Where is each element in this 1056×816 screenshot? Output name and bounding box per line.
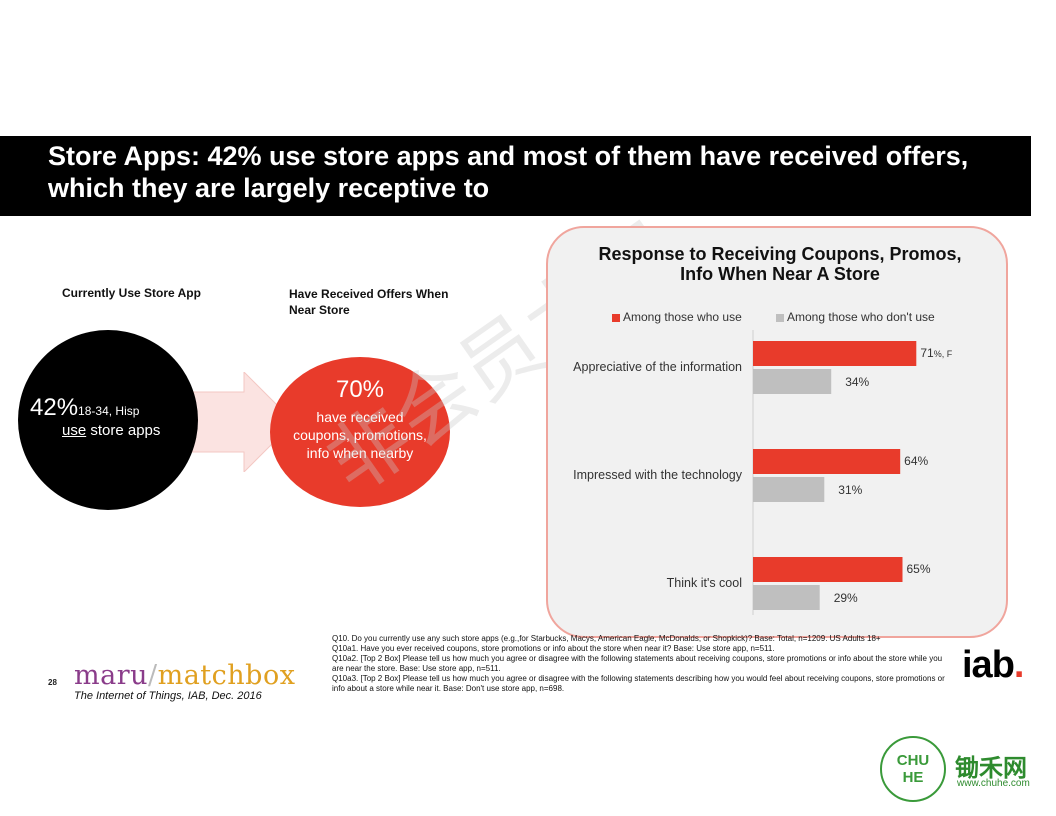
bar-use: [753, 341, 917, 366]
bar-dont-use: [753, 585, 820, 610]
data-label: 64%: [904, 454, 928, 468]
data-label: 29%: [834, 591, 858, 605]
black-circle-rest: store apps: [86, 422, 161, 439]
legend-swatch-dont-use: [776, 313, 784, 322]
bar-use: [753, 449, 901, 474]
chuhe-url: www.chuhe.com: [957, 778, 1030, 789]
data-label: 71%, F: [920, 346, 952, 360]
iab-text: iab: [962, 644, 1015, 686]
logo-slash: /: [148, 660, 158, 691]
black-circle-pct: 42%: [30, 394, 79, 421]
page-number: 28: [48, 678, 57, 687]
bar-dont-use: [753, 369, 832, 394]
chuhe-name: 锄禾网: [955, 755, 1027, 782]
legend-label-dont-use: Among those who don't use: [787, 310, 935, 324]
mid-circle-label: Have Received Offers When Near Store: [289, 287, 449, 317]
left-circle-label: Currently Use Store App: [62, 286, 201, 300]
iab-logo: iab.: [962, 644, 1025, 687]
footnote: Q10a2. [Top 2 Box] Please tell us how mu…: [332, 654, 943, 673]
legend-label-use: Among those who use: [623, 310, 742, 324]
footnote: Q10. Do you currently use any such store…: [332, 634, 881, 643]
category-label: Impressed with the technology: [573, 468, 742, 482]
legend-item-use: Among those who use: [612, 310, 742, 324]
data-label: 34%: [845, 375, 869, 389]
data-label: 65%: [906, 562, 930, 576]
legend-swatch-use: [612, 313, 620, 322]
bar-use: [753, 557, 903, 582]
data-label: 31%: [838, 483, 862, 497]
title-bar: [0, 136, 1031, 216]
black-circle-sub: 18-34, Hisp: [78, 404, 140, 418]
chuhe-seal-icon: [880, 736, 946, 802]
source-citation: The Internet of Things, IAB, Dec. 2016: [74, 690, 262, 702]
bar-chart: 71%, F 34% 64% 31% 65% 29%: [752, 330, 953, 615]
legend-item-dont-use: Among those who don't use: [776, 310, 935, 324]
black-circle-text: 42%18-34, Hisp use store apps: [30, 394, 190, 439]
logo-matchbox-text: matchbox: [157, 660, 296, 691]
red-circle-desc: have received coupons, promotions, info …: [293, 409, 427, 461]
arrow-right-icon: [186, 372, 295, 472]
footnote: Q10a1. Have you ever received coupons, s…: [332, 644, 775, 653]
red-circle-pct: 70%: [335, 376, 385, 403]
category-label: Appreciative of the information: [573, 360, 742, 374]
category-label: Think it's cool: [666, 576, 742, 590]
black-circle-use: use: [62, 422, 87, 439]
black-circle: [18, 330, 198, 510]
maru-matchbox-logo: maru/matchbox: [74, 660, 295, 691]
logo-maru-text: maru: [74, 660, 148, 691]
slide-title: Store Apps: 42% use store apps and most …: [48, 141, 969, 203]
footnote: Q10a3. [Top 2 Box] Please tell us how mu…: [332, 674, 945, 693]
iab-dot: .: [1013, 644, 1025, 686]
bar-dont-use: [753, 477, 825, 502]
chart-title: Response to Receiving Coupons, Promos, I…: [598, 244, 962, 284]
footnotes: Q10. Do you currently use any such store…: [332, 634, 954, 694]
red-circle: [270, 357, 450, 507]
chuhe-seal-text: CHU HE: [896, 752, 930, 786]
